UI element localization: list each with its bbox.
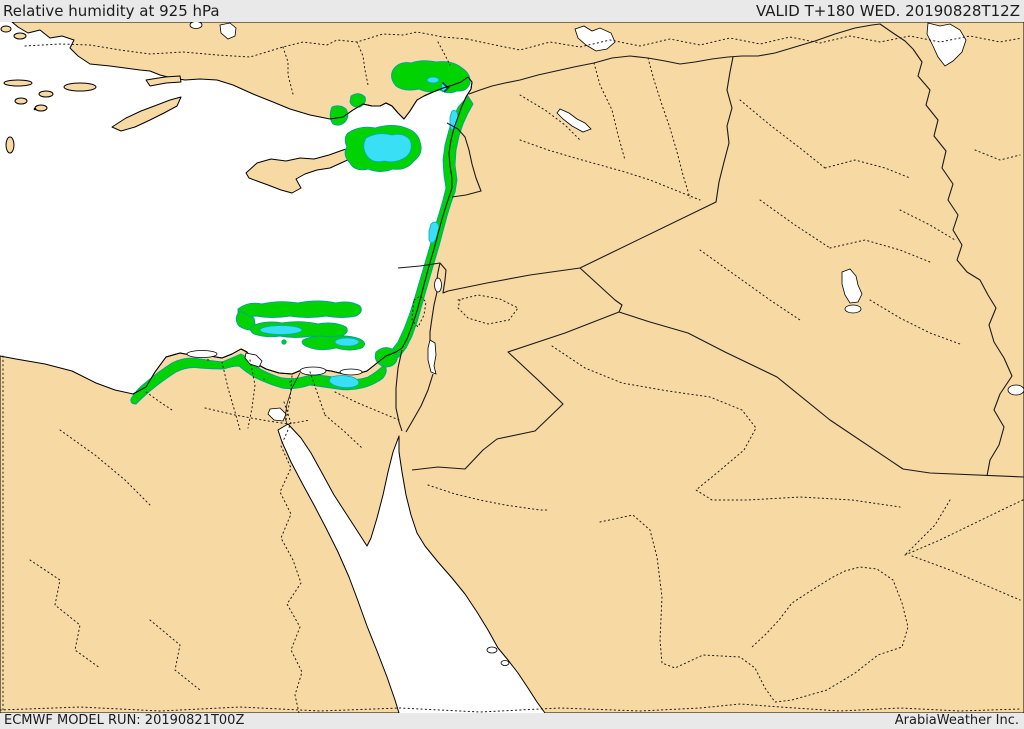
border-saudi-iraq <box>618 311 1024 478</box>
cyan-core-syria-coast <box>449 110 459 131</box>
aegean-islands <box>0 25 97 154</box>
cyprus-island <box>245 145 364 194</box>
contour-overlap-mark <box>442 82 450 93</box>
landmass-layer <box>0 22 1024 713</box>
border-syria-jordan <box>447 267 581 292</box>
border-jordan-iraq <box>579 267 623 313</box>
humidity-overlay <box>130 60 474 405</box>
border-golan <box>436 262 441 280</box>
humidity-patch-coast2 <box>329 105 349 126</box>
border-egypt-israel <box>395 349 403 432</box>
red-sea-inlet1 <box>486 646 498 654</box>
lake-bardawil <box>339 368 363 376</box>
border-turkey-syria-iraq <box>468 23 914 95</box>
footer-bar: ECMWF MODEL RUN: 20190821T00Z ArabiaWeat… <box>0 713 1024 729</box>
lake-assad <box>556 108 592 133</box>
nile-river <box>279 401 303 713</box>
sea-of-galilee <box>434 277 442 293</box>
lake-tharthar <box>841 268 863 304</box>
cyan-core-adana1 <box>426 76 440 84</box>
lake-burdur <box>189 22 203 29</box>
map-title: Relative humidity at 925 hPa <box>3 2 220 20</box>
lake-habbaniyah <box>844 304 862 314</box>
dark-green-dot <box>206 358 210 362</box>
cyan-core-sea-band2 <box>259 325 303 335</box>
humidity-patch-gaza <box>374 347 398 368</box>
border-lebanon <box>446 122 482 198</box>
lakes-layer <box>186 22 1024 666</box>
border-syria-iraq <box>579 56 734 269</box>
header-bar: Relative humidity at 925 hPa VALID T+180… <box>0 0 1024 22</box>
cyan-core-egypt-coast <box>328 375 360 389</box>
lake-tuz <box>574 25 616 52</box>
valid-time-label: VALID T+180 WED. 20190828T12Z <box>755 2 1020 20</box>
dark-green-dot <box>288 380 292 384</box>
border-saudi-jordan <box>411 311 620 471</box>
border-jordan-river <box>429 291 438 340</box>
cyan-core-lebanon-coast <box>428 221 440 244</box>
coastline-overlay <box>132 76 473 395</box>
model-run-label: ECMWF MODEL RUN: 20190821T00Z <box>4 713 245 728</box>
lake-egirdir <box>219 22 237 40</box>
red-sea-inlet2 <box>500 660 510 666</box>
dark-green-dot <box>262 377 266 381</box>
humidity-patch-adana <box>391 60 471 94</box>
dead-sea <box>427 339 437 375</box>
datca-peninsula <box>145 75 182 87</box>
rhodes-island <box>111 96 182 132</box>
lake-burullus <box>244 352 263 368</box>
humidity-patch-coast1 <box>349 93 366 108</box>
lake-manzala <box>299 366 327 376</box>
humidity-spot <box>281 339 287 345</box>
lake-hammar <box>1007 384 1024 396</box>
country-borders <box>284 23 1024 478</box>
weather-map <box>0 22 1024 713</box>
rivers-layer <box>279 401 303 713</box>
lake-qarun <box>267 407 287 422</box>
cyan-core-ne-cyprus <box>363 133 412 163</box>
lake-urmia <box>926 22 967 67</box>
lake-mariout <box>186 350 218 358</box>
brand-label: ArabiaWeather Inc. <box>894 713 1019 728</box>
border-iraq-iran <box>912 48 1013 477</box>
border-israel-north <box>397 262 449 294</box>
cyan-core-sea-band3 <box>334 337 360 347</box>
border-arava <box>405 373 434 433</box>
admin-borders <box>0 31 1024 713</box>
humidity-sea-band1 <box>237 300 362 318</box>
